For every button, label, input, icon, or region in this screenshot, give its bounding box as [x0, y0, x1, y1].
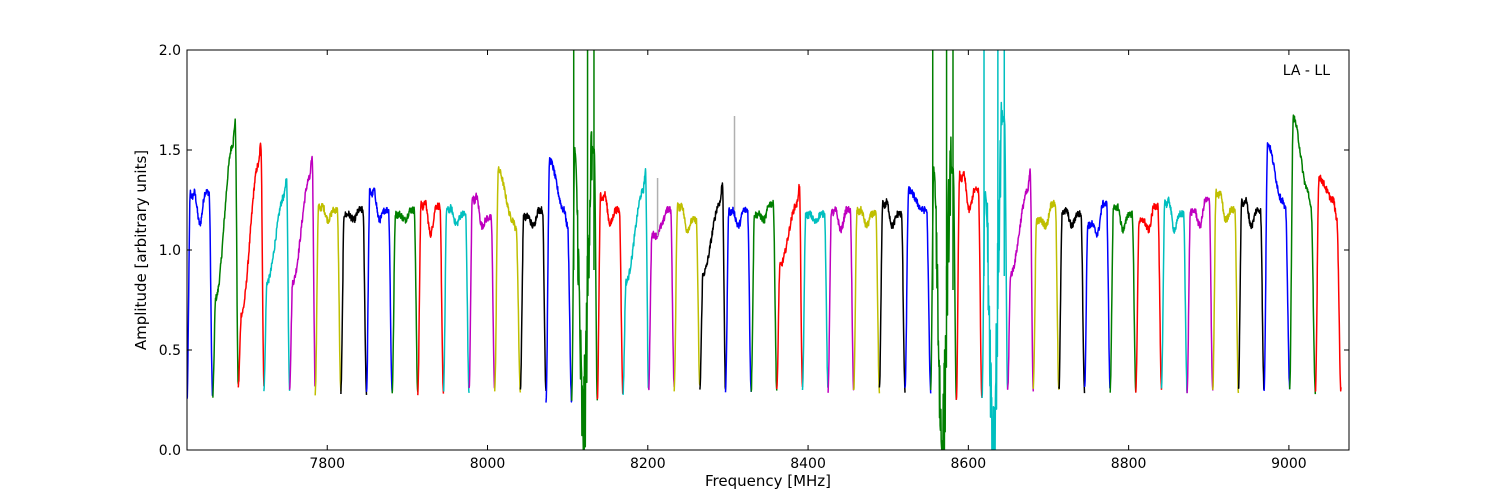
- x-tick-label: 8800: [1111, 456, 1147, 472]
- series-line: [1109, 203, 1137, 393]
- series-line: [365, 187, 393, 393]
- series-line: [263, 178, 291, 392]
- x-axis-label: Frequency [MHz]: [705, 472, 831, 490]
- series-line: [699, 182, 727, 390]
- series-line: [1006, 168, 1035, 392]
- x-tick-label: 7800: [309, 456, 345, 472]
- series-line: [1032, 199, 1060, 390]
- series-line: [1212, 188, 1240, 394]
- series-line: [1083, 199, 1111, 389]
- series-line: [570, 131, 599, 450]
- y-tick-label: 0.0: [159, 443, 181, 459]
- plot-area: [187, 50, 1349, 450]
- y-tick-label: 1.0: [159, 243, 181, 259]
- series-line: [391, 206, 419, 394]
- x-tick-label: 8400: [790, 456, 826, 472]
- series-line: [622, 168, 650, 396]
- series-line: [1263, 142, 1291, 391]
- series-line: [237, 142, 265, 388]
- series-line: [519, 206, 547, 392]
- axes-frame: [186, 49, 1350, 451]
- series-line: [1288, 114, 1317, 395]
- series-line: [1058, 207, 1086, 394]
- series-line: [314, 203, 342, 396]
- series-line: [493, 166, 522, 393]
- y-axis-label: Amplitude [arbitrary units]: [132, 150, 150, 350]
- series-line: [904, 185, 932, 394]
- chart-annotation: LA - LL: [1283, 63, 1330, 79]
- series-line: [288, 155, 316, 390]
- series-line: [212, 118, 240, 398]
- series-line: [852, 205, 881, 394]
- series-line: [929, 136, 958, 450]
- series-line: [187, 188, 214, 400]
- series-line: [1314, 174, 1342, 392]
- x-tick-label: 8600: [951, 456, 987, 472]
- series-line: [878, 198, 906, 393]
- x-tick-label: 8200: [630, 456, 666, 472]
- ticks-layer: 7800 8000 8200 8400 8600 8800 9000 0.0 0.5 1.0 1.5…: [159, 43, 1349, 472]
- series-line: [724, 206, 752, 393]
- series-line: [827, 205, 855, 393]
- y-tick-label: 1.5: [159, 143, 181, 159]
- series-line: [468, 192, 496, 389]
- series-line: [545, 156, 573, 403]
- series-line: [1237, 196, 1265, 391]
- series-line: [750, 199, 778, 392]
- y-tick-label: 2.0: [159, 43, 181, 59]
- series-line: [1186, 196, 1214, 394]
- series-line: [442, 204, 470, 394]
- series-layer: [187, 50, 1342, 450]
- series-line: [596, 191, 624, 400]
- series-line: [417, 199, 445, 396]
- y-tick-label: 0.5: [159, 343, 181, 359]
- series-line: [647, 205, 675, 391]
- series-line: [1135, 202, 1163, 393]
- series-line: [776, 183, 804, 390]
- series-line: [801, 209, 829, 391]
- series-line: [1160, 196, 1188, 394]
- x-tick-label: 9000: [1271, 456, 1307, 472]
- series-line: [955, 170, 983, 400]
- series-line: [673, 202, 701, 392]
- x-tick-label: 8000: [470, 456, 506, 472]
- series-line: [981, 101, 1009, 450]
- series-line: [340, 205, 368, 395]
